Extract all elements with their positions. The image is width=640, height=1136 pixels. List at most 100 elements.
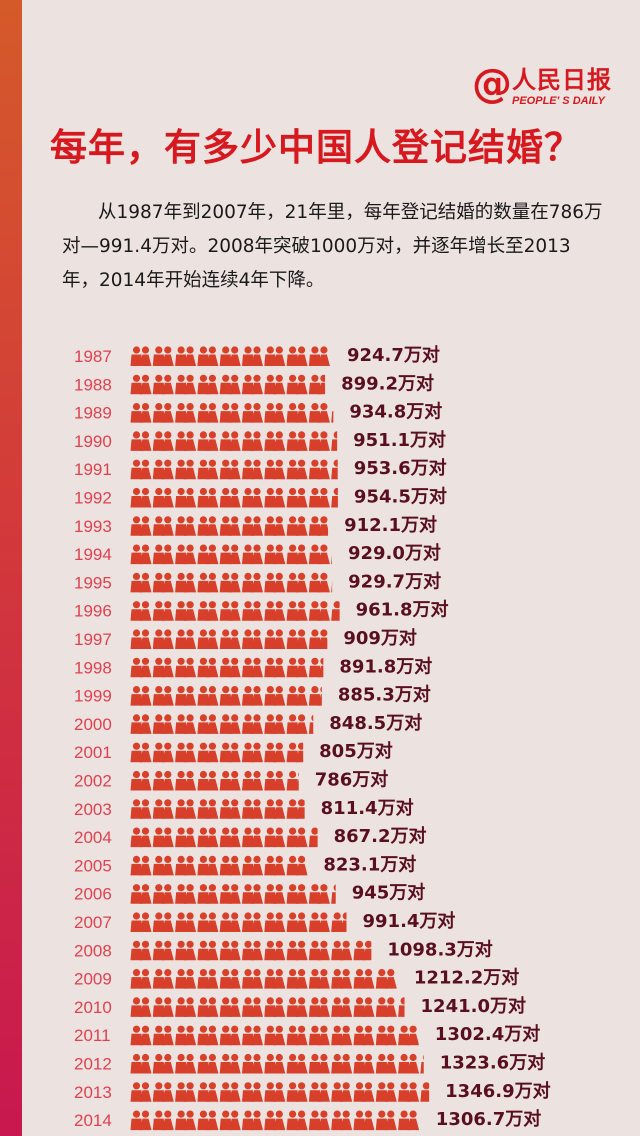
couple-icon [375, 969, 397, 989]
value-label: 991.4万对 [363, 910, 456, 932]
couple-icon [242, 459, 263, 480]
couple-icon [152, 969, 174, 989]
couple-icon [219, 714, 241, 734]
couple-icon [175, 799, 197, 819]
couple-icon [219, 601, 241, 621]
couple-icon [286, 969, 308, 989]
couple-icon [242, 346, 263, 366]
couple-icon [130, 516, 152, 536]
couple-icon [242, 487, 263, 508]
value-label: 924.7万对 [347, 344, 440, 366]
value-label: 954.5万对 [354, 486, 447, 508]
value-label: 1323.6万对 [440, 1052, 545, 1074]
couple-icon [264, 629, 286, 649]
couple-icon [130, 997, 152, 1017]
couple-icon [308, 516, 329, 536]
couple-icon [375, 997, 397, 1017]
chart-row-2000: 2000 848.5万对 [74, 712, 422, 734]
value-label: 885.3万对 [338, 684, 431, 706]
pictogram-bar-1995 [130, 572, 333, 593]
couple-icon [130, 940, 152, 961]
couple-icon [264, 714, 286, 734]
couple-icon [242, 799, 263, 819]
pictogram-bar-2000 [130, 714, 314, 734]
couple-icon [197, 1025, 219, 1046]
chart-row-1993: 1993 912.1万对 [74, 514, 437, 536]
chart-row-2009: 2009 1212.2万对 [74, 967, 519, 989]
couple-icon [197, 516, 219, 536]
couple-icon [308, 544, 330, 565]
couple-icon [219, 431, 241, 451]
couple-icon [353, 1053, 375, 1074]
value-label: 961.8万对 [356, 599, 449, 621]
couple-icon [242, 884, 263, 904]
couple-icon [375, 1110, 397, 1131]
couple-icon [219, 544, 241, 565]
pictogram-bar-1989 [130, 403, 334, 423]
couple-icon [175, 1082, 197, 1102]
couple-icon [130, 799, 152, 819]
couple-icon [242, 601, 263, 621]
couple-icon [197, 742, 219, 763]
couple-icon [242, 1053, 263, 1074]
couple-icon [152, 487, 174, 508]
couple-icon [331, 1053, 353, 1074]
couple-icon [264, 827, 286, 848]
couple-icon [242, 544, 263, 565]
pictogram-bar-2006 [130, 884, 336, 904]
couple-icon [308, 629, 328, 649]
couple-icon [242, 969, 263, 989]
couple-icon [175, 912, 197, 932]
pictogram-bar-1996 [130, 601, 340, 621]
couple-icon [286, 601, 308, 621]
couple-icon [264, 997, 286, 1017]
couple-icon [375, 1053, 397, 1074]
couple-icon [286, 544, 308, 565]
couple-icon [375, 1082, 397, 1102]
chart-row-1989: 1989 934.8万对 [74, 401, 442, 423]
couple-icon [219, 572, 241, 593]
couple-icon [242, 1082, 263, 1102]
couple-icon [286, 1025, 308, 1046]
chart-row-2013: 2013 1346.9万对 [74, 1080, 551, 1102]
couple-icon [264, 940, 286, 961]
couple-icon [152, 403, 174, 423]
year-label: 2006 [74, 885, 112, 904]
couple-icon [219, 997, 241, 1017]
couple-icon [197, 714, 219, 734]
year-label: 1989 [74, 404, 112, 423]
couple-icon [353, 997, 375, 1017]
value-label: 823.1万对 [323, 853, 416, 875]
couple-icon [130, 827, 152, 848]
couple-icon [130, 1053, 152, 1074]
value-label: 1346.9万对 [445, 1080, 550, 1102]
couple-icon [197, 403, 219, 423]
couple-icon [175, 742, 197, 763]
couple-icon [242, 714, 263, 734]
couple-icon [308, 1110, 330, 1131]
marriage-pictogram-chart: 1987 924.7万对 1988 899.2万对 1989 934.8万对 1990 951… [74, 344, 551, 1131]
couple-icon [331, 431, 338, 451]
chart-row-2004: 2004 867.2万对 [74, 825, 427, 848]
couple-icon [264, 601, 286, 621]
couple-icon [197, 487, 219, 508]
value-label: 953.6万对 [354, 457, 447, 479]
couple-icon [152, 516, 174, 536]
value-label: 945万对 [352, 882, 426, 904]
couple-icon [308, 487, 330, 508]
couple-icon [130, 969, 152, 989]
couple-icon [152, 1110, 174, 1131]
pictogram-bar-2010 [130, 997, 405, 1017]
couple-icon [308, 940, 330, 961]
couple-icon [152, 544, 174, 565]
couple-icon [353, 1110, 375, 1131]
page-title: 每年，有多少中国人登记结婚？ [50, 126, 582, 169]
couple-icon [264, 1025, 286, 1046]
couple-icon [286, 827, 308, 848]
pictogram-bar-1999 [130, 686, 322, 706]
couple-icon [130, 629, 152, 649]
chart-row-1999: 1999 885.3万对 [74, 684, 431, 706]
pictogram-bar-1990 [130, 431, 338, 451]
couple-icon [152, 770, 174, 791]
value-label: 1212.2万对 [414, 967, 519, 989]
